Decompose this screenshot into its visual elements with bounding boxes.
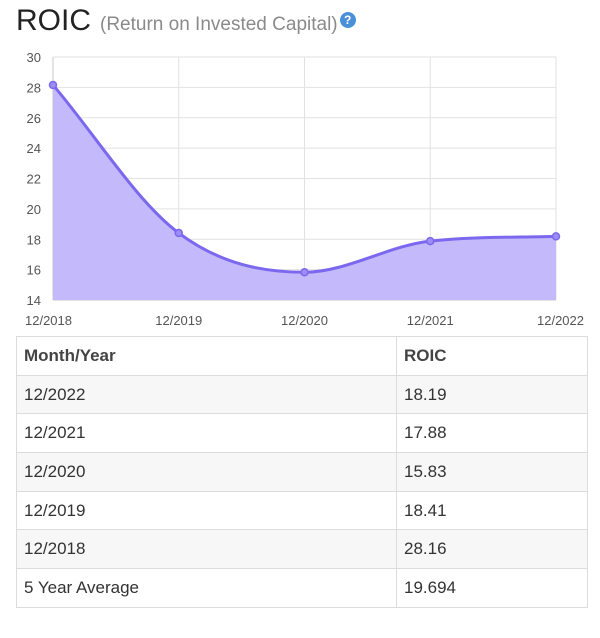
data-point xyxy=(426,236,435,246)
table-cell-period: 12/2019 xyxy=(16,490,397,531)
table-cell-period: 12/2020 xyxy=(16,452,397,492)
page-subtitle: (Return on Invested Capital) xyxy=(100,14,338,35)
data-point xyxy=(300,267,309,277)
x-tick-label: 12/2018 xyxy=(25,313,72,328)
table-cell-period: 12/2021 xyxy=(16,413,397,454)
page-title: ROIC xyxy=(16,4,91,37)
y-tick-label: 22 xyxy=(27,172,41,187)
y-tick-label: 28 xyxy=(27,80,41,95)
y-tick-label: 24 xyxy=(27,141,41,156)
table-cell-period: 12/2018 xyxy=(16,529,397,570)
series-area-fill xyxy=(53,84,556,300)
table-cell-period: 12/2022 xyxy=(16,374,397,415)
table-row: 12/2022 18.19 xyxy=(16,374,588,415)
chart-heading: ROIC (Return on Invested Capital) ? xyxy=(16,4,356,44)
x-tick-label: 12/2021 xyxy=(407,313,454,328)
table-row-average: 5 Year Average 19.694 xyxy=(16,568,588,608)
column-header-roic: ROIC xyxy=(396,336,588,376)
column-header-month-year: Month/Year xyxy=(16,336,397,376)
table-row: 12/2018 28.16 xyxy=(16,529,588,570)
table-row: 12/2019 18.41 xyxy=(16,490,588,531)
table-cell-value: 19.694 xyxy=(396,568,588,608)
table-cell-value: 18.19 xyxy=(396,374,588,415)
series-line xyxy=(51,83,557,274)
data-point xyxy=(551,232,561,241)
table-cell-period: 5 Year Average xyxy=(16,568,397,608)
y-tick-label: 20 xyxy=(27,202,41,217)
y-tick-label: 14 xyxy=(27,293,41,308)
y-tick-label: 30 xyxy=(27,50,41,65)
roic-table: Month/Year ROIC 12/2022 18.19 12/2021 17… xyxy=(16,336,588,608)
roic-chart: 30 28 26 24 22 20 18 16 14 12/2018 12/2019 12/2020 1… xyxy=(25,50,584,328)
y-tick-label: 16 xyxy=(27,263,41,278)
table-cell-value: 28.16 xyxy=(396,529,588,570)
y-tick-label: 26 xyxy=(27,111,41,126)
data-point xyxy=(48,80,58,90)
table-row: 12/2020 15.83 xyxy=(16,452,588,492)
x-tick-label: 12/2020 xyxy=(281,313,328,328)
table-row: 12/2021 17.88 xyxy=(16,413,588,454)
table-cell-value: 15.83 xyxy=(396,452,588,492)
x-tick-label: 12/2022 xyxy=(537,313,584,328)
data-point xyxy=(174,228,183,238)
question-circle-icon[interactable]: ? xyxy=(339,12,356,28)
x-tick-label: 12/2019 xyxy=(155,313,202,328)
table-header-row: Month/Year ROIC xyxy=(16,336,588,376)
y-tick-label: 18 xyxy=(27,232,41,247)
table-cell-value: 17.88 xyxy=(396,413,588,454)
table-cell-value: 18.41 xyxy=(396,490,588,531)
